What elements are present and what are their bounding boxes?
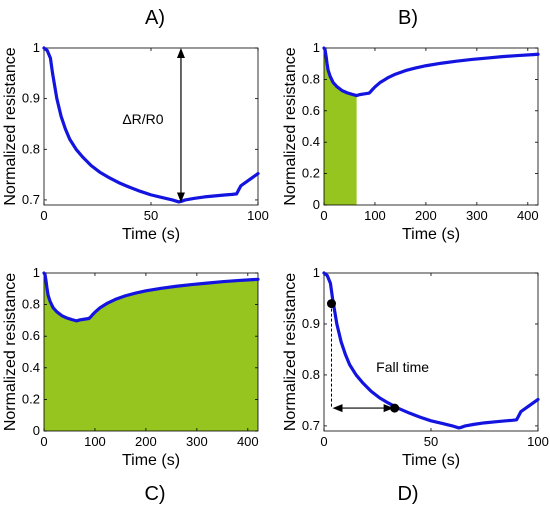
x-axis-label: Time (s) xyxy=(122,226,180,243)
y-axis-label: Normalized resistance xyxy=(2,47,19,205)
y-axis-label: Normalized resistance xyxy=(282,273,299,431)
x-tick-label: 100 xyxy=(364,208,386,223)
plot-frame-c xyxy=(43,272,259,432)
panel-a: 0 50 100 0.7 0.8 0.9 1 Time (s) Normalized resis… xyxy=(2,40,269,243)
y-tick-label: 0.6 xyxy=(302,103,320,118)
plot-frame-b xyxy=(323,47,539,206)
x-axis-label: Time (s) xyxy=(402,452,460,469)
x-tick-label: 100 xyxy=(84,434,106,449)
x-tick-label: 300 xyxy=(186,434,208,449)
x-tick-label: 100 xyxy=(247,208,269,223)
y-tick-label: 0.8 xyxy=(302,71,320,86)
panel-b: 0 100 200 300 400 0 0.2 0.4 0.6 0.8 1 Time (s) Norma… xyxy=(282,40,540,243)
y-tick-label: 0.8 xyxy=(22,297,40,312)
y-tick-label: 0.4 xyxy=(22,360,40,375)
y-tick-label: 0.6 xyxy=(22,328,40,343)
y-tick-label: 0.2 xyxy=(22,391,40,406)
series-line-a xyxy=(42,46,260,204)
y-tick-label: 0.8 xyxy=(22,141,40,156)
area-fill-b xyxy=(324,48,357,205)
series-line-b xyxy=(322,46,540,98)
fall-time-label: Fall time xyxy=(376,359,429,375)
fall-time-arrow-head-left xyxy=(332,404,343,413)
panel-d: 0 50 100 0.7 0.8 0.9 1 Time (s) Normalized resis… xyxy=(282,265,549,469)
x-tick-label: 0 xyxy=(40,208,47,223)
x-tick-label: 0 xyxy=(320,208,327,223)
x-tick-label: 200 xyxy=(135,434,157,449)
y-tick-label: 0.8 xyxy=(302,367,320,382)
x-axis-label: Time (s) xyxy=(122,452,180,469)
x-tick-label: 100 xyxy=(527,434,549,449)
x-tick-label: 50 xyxy=(144,208,158,223)
x-axis-label: Time (s) xyxy=(402,226,460,243)
y-axis-label: Normalized resistance xyxy=(282,47,299,205)
delta-arrow-head-top xyxy=(176,48,185,58)
fall-time-arrow-head-right xyxy=(383,404,394,413)
delta-label: ΔR/R0 xyxy=(122,111,163,127)
panel-label-a: A) xyxy=(145,7,165,29)
y-tick-label: 0.9 xyxy=(22,91,40,106)
delta-arrow-head-bottom xyxy=(176,192,185,203)
x-tick-label: 0 xyxy=(40,434,47,449)
fall-time-point-end xyxy=(390,403,400,413)
plot-frame-d xyxy=(323,272,539,432)
panel-label-b: B) xyxy=(398,7,418,29)
y-tick-label: 0.4 xyxy=(302,134,320,149)
x-tick-label: 200 xyxy=(415,208,437,223)
y-tick-label: 0.7 xyxy=(22,192,40,207)
y-tick-label: 0 xyxy=(313,197,320,212)
y-tick-label: 1 xyxy=(33,265,40,280)
series-line-d xyxy=(322,271,540,430)
x-tick-label: 0 xyxy=(320,434,327,449)
panel-label-c: C) xyxy=(144,483,165,505)
panel-c: 0 100 200 300 400 0 0.2 0.4 0.6 0.8 1 Time (s) Norma… xyxy=(2,265,260,469)
panel-label-d: D) xyxy=(397,483,418,505)
x-tick-label: 300 xyxy=(466,208,488,223)
y-tick-label: 0.2 xyxy=(302,166,320,181)
y-tick-label: 1 xyxy=(313,265,320,280)
y-tick-label: 1 xyxy=(313,40,320,55)
y-tick-label: 0.9 xyxy=(302,316,320,331)
y-axis-label: Normalized resistance xyxy=(2,273,19,431)
x-tick-label: 50 xyxy=(424,434,438,449)
fall-time-point-start xyxy=(326,299,336,309)
y-tick-label: 0 xyxy=(33,423,40,438)
y-tick-label: 1 xyxy=(33,40,40,55)
series-line-c xyxy=(42,271,260,323)
y-tick-label: 0.7 xyxy=(302,418,320,433)
x-tick-label: 400 xyxy=(237,434,259,449)
area-fill-c xyxy=(44,273,258,431)
x-tick-label: 400 xyxy=(517,208,539,223)
